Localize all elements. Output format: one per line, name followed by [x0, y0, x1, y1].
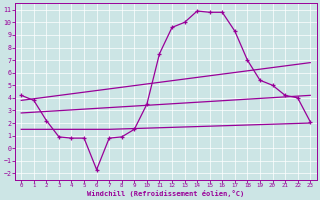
X-axis label: Windchill (Refroidissement éolien,°C): Windchill (Refroidissement éolien,°C)	[87, 190, 244, 197]
